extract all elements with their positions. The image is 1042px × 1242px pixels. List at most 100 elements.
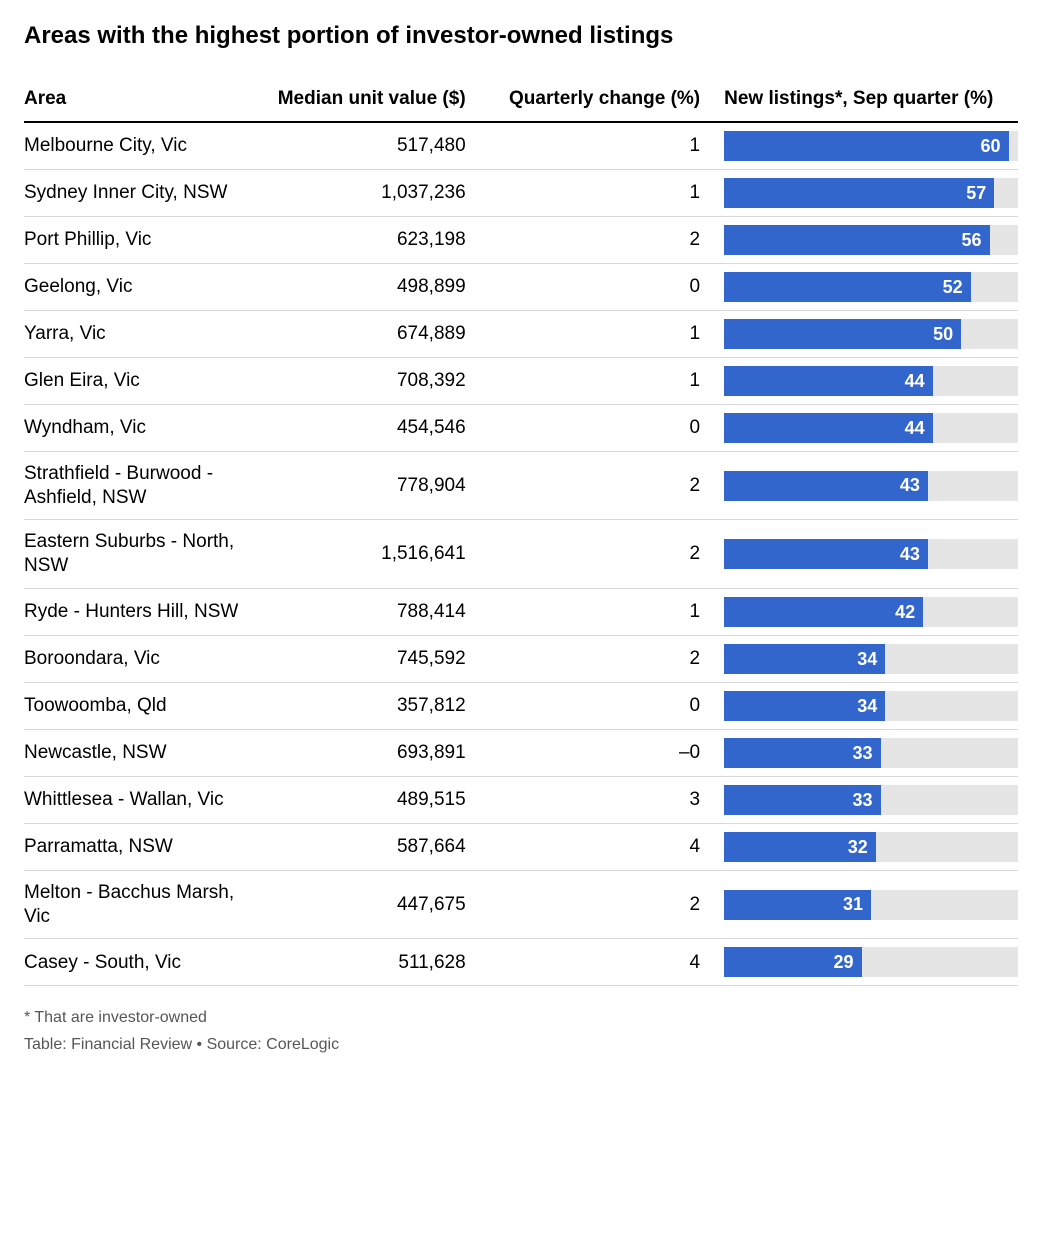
cell-bar: 44 [712, 404, 1018, 451]
table-row: Geelong, Vic498,899052 [24, 263, 1018, 310]
cell-change: 2 [478, 451, 712, 520]
cell-median: 708,392 [258, 357, 477, 404]
cell-change: 0 [478, 404, 712, 451]
table-row: Wyndham, Vic454,546044 [24, 404, 1018, 451]
bar-fill: 43 [724, 471, 928, 501]
bar-label: 44 [905, 370, 925, 393]
cell-change: 2 [478, 520, 712, 589]
cell-change: 2 [478, 635, 712, 682]
bar-track: 32 [724, 832, 1018, 862]
chart-title: Areas with the highest portion of invest… [24, 20, 1018, 51]
bar-track: 42 [724, 597, 1018, 627]
bar-fill: 42 [724, 597, 923, 627]
cell-area: Wyndham, Vic [24, 404, 258, 451]
bar-fill: 32 [724, 832, 876, 862]
bar-track: 34 [724, 644, 1018, 674]
bar-fill: 52 [724, 272, 970, 302]
table-row: Whittlesea - Wallan, Vic489,515333 [24, 776, 1018, 823]
table-row: Melton - Bacchus Marsh, Vic447,675231 [24, 870, 1018, 939]
bar-label: 56 [962, 229, 982, 252]
bar-label: 57 [966, 182, 986, 205]
bar-fill: 34 [724, 691, 885, 721]
cell-area: Yarra, Vic [24, 310, 258, 357]
cell-median: 1,516,641 [258, 520, 477, 589]
cell-median: 778,904 [258, 451, 477, 520]
cell-bar: 32 [712, 823, 1018, 870]
cell-area: Newcastle, NSW [24, 729, 258, 776]
cell-bar: 34 [712, 635, 1018, 682]
table-row: Melbourne City, Vic517,480160 [24, 122, 1018, 170]
table-row: Sydney Inner City, NSW1,037,236157 [24, 169, 1018, 216]
credit: Table: Financial Review • Source: CoreLo… [24, 1036, 1018, 1054]
cell-bar: 44 [712, 357, 1018, 404]
bar-track: 44 [724, 413, 1018, 443]
bar-fill: 57 [724, 178, 994, 208]
footnote: * That are investor-owned [24, 1006, 1018, 1030]
cell-area: Boroondara, Vic [24, 635, 258, 682]
bar-label: 43 [900, 474, 920, 497]
bar-track: 56 [724, 225, 1018, 255]
cell-bar: 29 [712, 939, 1018, 986]
cell-median: 447,675 [258, 870, 477, 939]
cell-median: 1,037,236 [258, 169, 477, 216]
bar-track: 52 [724, 272, 1018, 302]
cell-area: Eastern Suburbs - North, NSW [24, 520, 258, 589]
col-header-median: Median unit value ($) [258, 79, 477, 122]
cell-bar: 43 [712, 451, 1018, 520]
bar-label: 42 [895, 601, 915, 624]
bar-track: 33 [724, 785, 1018, 815]
bar-fill: 33 [724, 738, 880, 768]
table-row: Casey - South, Vic511,628429 [24, 939, 1018, 986]
bar-fill: 34 [724, 644, 885, 674]
cell-median: 511,628 [258, 939, 477, 986]
cell-change: –0 [478, 729, 712, 776]
table-row: Eastern Suburbs - North, NSW1,516,6412 43 [24, 520, 1018, 589]
bar-label: 60 [980, 135, 1000, 158]
cell-median: 489,515 [258, 776, 477, 823]
cell-bar: 43 [712, 520, 1018, 589]
bar-track: 43 [724, 539, 1018, 569]
cell-bar: 42 [712, 588, 1018, 635]
table-row: Toowoomba, Qld357,812034 [24, 682, 1018, 729]
cell-change: 1 [478, 357, 712, 404]
bar-fill: 60 [724, 131, 1008, 161]
cell-change: 4 [478, 823, 712, 870]
table-row: Glen Eira, Vic708,3921 44 [24, 357, 1018, 404]
cell-change: 1 [478, 588, 712, 635]
cell-median: 674,889 [258, 310, 477, 357]
bar-track: 29 [724, 947, 1018, 977]
cell-change: 1 [478, 310, 712, 357]
col-header-change: Quarterly change (%) [478, 79, 712, 122]
cell-bar: 34 [712, 682, 1018, 729]
col-header-area: Area [24, 79, 258, 122]
bar-fill: 44 [724, 366, 933, 396]
data-table: Area Median unit value ($) Quarterly cha… [24, 79, 1018, 986]
cell-change: 4 [478, 939, 712, 986]
cell-bar: 52 [712, 263, 1018, 310]
table-row: Parramatta, NSW587,664432 [24, 823, 1018, 870]
cell-area: Melton - Bacchus Marsh, Vic [24, 870, 258, 939]
cell-area: Geelong, Vic [24, 263, 258, 310]
cell-area: Melbourne City, Vic [24, 122, 258, 170]
cell-area: Glen Eira, Vic [24, 357, 258, 404]
bar-fill: 56 [724, 225, 989, 255]
cell-area: Strathfield - Burwood - Ashfield, NSW [24, 451, 258, 520]
cell-median: 693,891 [258, 729, 477, 776]
table-row: Ryde - Hunters Hill, NSW788,414142 [24, 588, 1018, 635]
cell-change: 1 [478, 122, 712, 170]
table-row: Port Phillip, Vic623,198256 [24, 216, 1018, 263]
cell-change: 2 [478, 216, 712, 263]
table-row: Boroondara, Vic745,592234 [24, 635, 1018, 682]
bar-fill: 31 [724, 890, 871, 920]
cell-area: Ryde - Hunters Hill, NSW [24, 588, 258, 635]
bar-fill: 44 [724, 413, 933, 443]
bar-label: 31 [843, 893, 863, 916]
bar-track: 57 [724, 178, 1018, 208]
bar-track: 50 [724, 319, 1018, 349]
table-row: Yarra, Vic674,8891 50 [24, 310, 1018, 357]
table-row: Newcastle, NSW693,891–0 33 [24, 729, 1018, 776]
cell-area: Port Phillip, Vic [24, 216, 258, 263]
bar-label: 52 [943, 276, 963, 299]
bar-label: 43 [900, 543, 920, 566]
bar-track: 43 [724, 471, 1018, 501]
